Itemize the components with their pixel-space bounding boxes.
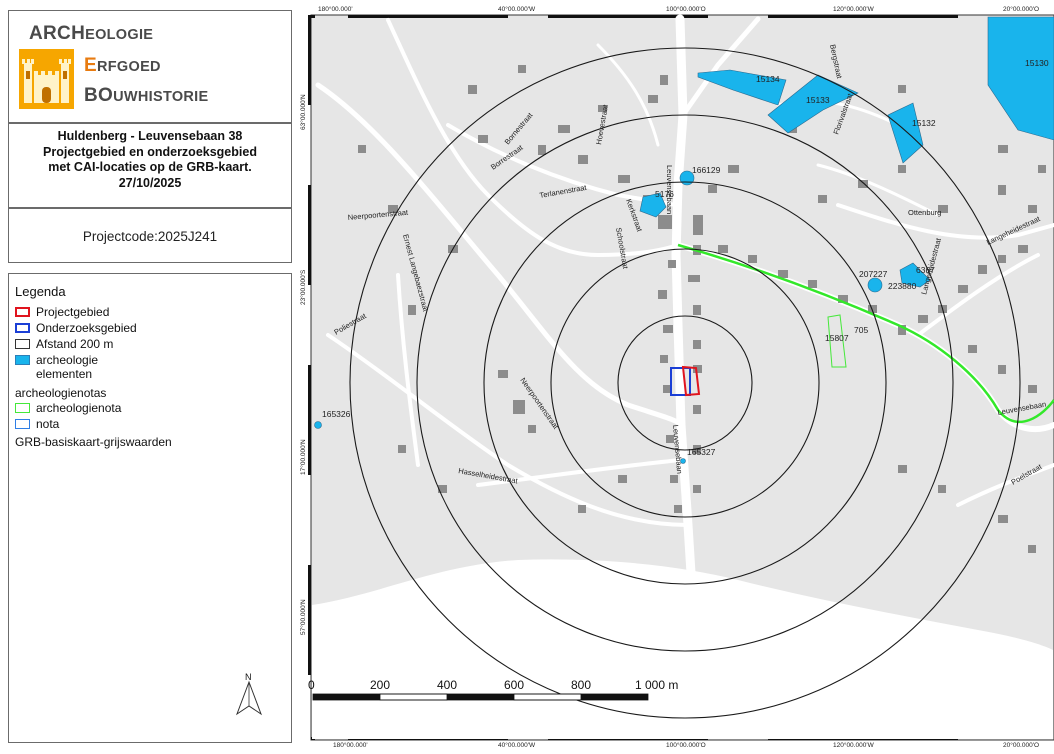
red-outline-swatch	[15, 307, 30, 317]
cai-label-15132: 15132	[912, 118, 936, 128]
coord-top-4: 20°00.000'O	[1003, 5, 1039, 13]
legend-title: Legenda	[15, 284, 66, 299]
cai-label-207227: 207227	[859, 269, 888, 279]
cyan-fill-swatch	[15, 355, 30, 365]
cai-label-15134: 15134	[756, 74, 780, 84]
legend-item-archaeology-elements-line2: elementen	[36, 367, 92, 381]
cai-label-5176: 5176	[655, 189, 674, 199]
place-label-ottenburg: Ottenburg	[908, 208, 941, 217]
title-block: Huldenberg - Leuvensebaan 38 Projectgebi…	[8, 123, 292, 208]
cai-label-165327: 165327	[687, 447, 716, 457]
legend-item-note: nota	[15, 417, 59, 431]
cai-label-6367: 6367	[916, 265, 935, 275]
coord-top-3: 120°00.000'W	[833, 5, 875, 13]
cai-label-15807: 15807	[825, 333, 849, 343]
cai-label-15130: 15130	[1025, 58, 1049, 68]
cai-point-207227	[868, 278, 882, 292]
legend-item-archaeology-note: archeologienota	[15, 401, 121, 415]
scale-label-400: 400	[437, 678, 457, 692]
scale-bar	[313, 694, 648, 700]
title-line-1: Huldenberg - Leuvensebaan 38	[9, 129, 291, 145]
legend-item-project-area: Projectgebied	[15, 305, 109, 319]
cai-label-165326: 165326	[322, 409, 351, 419]
blue-note-swatch	[15, 419, 30, 429]
logo-panel: ARCHEOLOGIE ERFGOED BOUWHISTORIE	[8, 10, 292, 123]
project-code: Projectcode:2025J241	[83, 229, 217, 244]
logo-line-3: BOUWHISTORIE	[84, 85, 208, 107]
legend-panel: Legenda Projectgebied Onderzoeksgebied A…	[8, 273, 292, 743]
cai-label-223880: 223880	[888, 281, 917, 291]
legend-basemap: GRB-basiskaart-grijswaarden	[15, 435, 172, 449]
cai-label-15133: 15133	[806, 95, 830, 105]
scale-label-1000m: 1 000 m	[635, 678, 678, 692]
title-date: 27/10/2025	[9, 176, 291, 192]
coord-top-2: 100°00.000'O	[666, 5, 706, 13]
coord-bottom-0: 180°00.000'	[333, 741, 368, 749]
legend-group-title: archeologienotas	[15, 386, 106, 400]
scale-label-200: 200	[370, 678, 390, 692]
black-outline-swatch	[15, 339, 30, 349]
blue-outline-swatch	[15, 323, 30, 333]
coord-bottom-4: 20°00.000'O	[1003, 741, 1039, 749]
coord-left-2: 17°00.000'N	[299, 439, 307, 475]
coord-left-0: 63°00.000'N	[299, 94, 307, 130]
map-frame[interactable]: Bergstraat Florivalstraat Hoevestraat Bo…	[298, 5, 1054, 749]
coord-bottom-1: 40°00.000'W	[498, 741, 536, 749]
project-code-block: Projectcode:2025J241	[8, 208, 292, 263]
cai-point-165326	[315, 422, 322, 429]
title-line-2: Projectgebied en onderzoeksgebied	[9, 145, 291, 161]
map-canvas[interactable]: Bergstraat Florivalstraat Hoevestraat Bo…	[298, 5, 1054, 749]
scale-label-600: 600	[504, 678, 524, 692]
castle-logo-icon	[19, 49, 74, 109]
green-outline-swatch	[15, 403, 30, 413]
scale-label-0: 0	[308, 678, 315, 692]
coord-bottom-2: 100°00.000'O	[666, 741, 706, 749]
coord-top-1: 40°00.000'W	[498, 5, 536, 13]
cai-label-166129: 166129	[692, 165, 721, 175]
cai-label-705: 705	[854, 325, 868, 335]
legend-item-study-area: Onderzoeksgebied	[15, 321, 137, 335]
coord-left-3: 57°00.000'N	[299, 599, 307, 635]
logo-line-2: ERFGOED	[84, 55, 161, 77]
legend-item-archaeology-elements: archeologie	[15, 353, 98, 367]
coord-top-0: 180°00.000'	[318, 5, 353, 13]
title-line-3: met CAI-locaties op de GRB-kaart.	[9, 160, 291, 176]
north-label: N	[245, 672, 252, 682]
logo-line-1: ARCHEOLOGIE	[29, 23, 153, 45]
coord-left-1: 23°00.000'S	[299, 269, 307, 305]
scale-label-800: 800	[571, 678, 591, 692]
legend-item-distance: Afstand 200 m	[15, 337, 113, 351]
coord-bottom-3: 120°00.000'W	[833, 741, 875, 749]
